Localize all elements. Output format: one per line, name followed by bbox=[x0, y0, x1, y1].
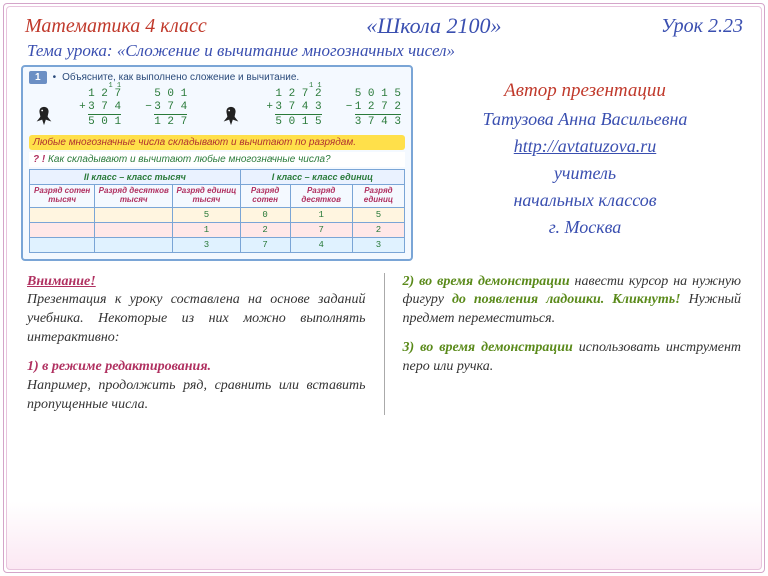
place-value-table: II класс – класс тысячI класс – класс ед… bbox=[29, 169, 405, 253]
sum-1: 1 11 2 7+3 7 45 0 1 bbox=[88, 88, 121, 129]
author-link[interactable]: http://avtatuzova.ru bbox=[514, 136, 657, 156]
task-number: 1 bbox=[29, 71, 47, 84]
lesson-topic: Тема урока: «Сложение и вычитание многоз… bbox=[7, 41, 761, 65]
header-right: Урок 2.23 bbox=[661, 15, 743, 38]
header-left: Математика 4 класс bbox=[25, 15, 207, 38]
header-center: «Школа 2100» bbox=[366, 13, 501, 39]
left-p2: Например, продолжить ряд, сравнить или в… bbox=[27, 377, 366, 415]
header: Математика 4 класс «Школа 2100» Урок 2.2… bbox=[7, 7, 761, 41]
author-role2: начальных классов bbox=[423, 187, 747, 214]
right-column: 2) во время демонстрации навести курсор … bbox=[384, 273, 742, 415]
left-column: Внимание! Презентация к уроку составлена… bbox=[27, 273, 366, 415]
rule-strip: Любые многозначные числа складывают и вы… bbox=[29, 135, 405, 150]
textbook-excerpt: 1 • Объясните, как выполнено сложение и … bbox=[21, 65, 413, 261]
task-text: Объясните, как выполнено сложение и вычи… bbox=[62, 72, 299, 83]
notes-columns: Внимание! Презентация к уроку составлена… bbox=[7, 261, 761, 415]
sum-3: 1 11 2 7 2+3 7 4 35 0 1 5 bbox=[275, 88, 321, 129]
sum-4: 5 0 1 5−1 2 7 23 7 4 3 bbox=[355, 88, 401, 129]
author-title: Автор презентации bbox=[423, 77, 747, 106]
sum-2: 5 0 1−3 7 41 2 7 bbox=[154, 88, 187, 129]
left-p1: Презентация к уроку составлена на основе… bbox=[27, 291, 366, 348]
author-name: Татузова Анна Васильевна bbox=[423, 106, 747, 133]
question-text: Как складывают и вычитают любые многозна… bbox=[48, 154, 331, 165]
author-block: Автор презентации Татузова Анна Васильев… bbox=[423, 65, 747, 261]
bird-icon bbox=[33, 103, 55, 129]
author-city: г. Москва bbox=[423, 214, 747, 241]
attention-label: Внимание! bbox=[27, 274, 96, 289]
bird-icon bbox=[220, 103, 242, 129]
author-role: учитель bbox=[423, 160, 747, 187]
arithmetic-row: 1 11 2 7+3 7 45 0 1 5 0 1−3 7 41 2 7 1 1… bbox=[29, 88, 405, 133]
